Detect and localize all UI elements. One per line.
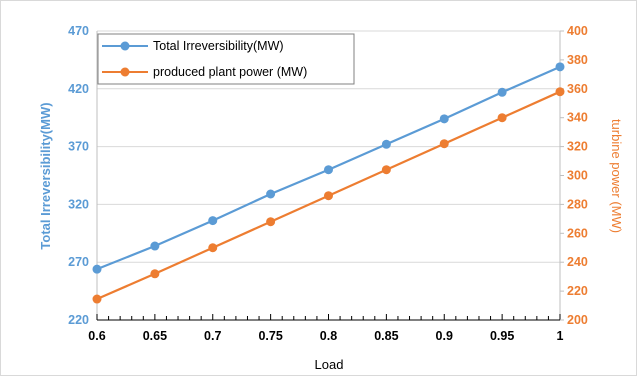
y-right-tick-label: 220 <box>567 284 588 298</box>
y-left-tick-label: 470 <box>68 24 89 38</box>
data-point-series-2 <box>150 269 160 279</box>
x-tick-label: 0.9 <box>436 329 453 343</box>
x-tick-label: 1 <box>557 329 564 343</box>
legend-marker-series-2 <box>120 67 130 77</box>
data-point-series-2 <box>439 139 449 149</box>
data-point-series-1 <box>555 62 565 72</box>
x-tick-label: 0.75 <box>258 329 282 343</box>
y-left-tick-label: 370 <box>68 140 89 154</box>
legend-label-series-2: produced plant power (MW) <box>153 65 307 79</box>
data-point-series-2 <box>266 217 276 227</box>
legend: Total Irreversibility(MW) produced plant… <box>97 33 355 85</box>
data-point-series-1 <box>324 165 333 175</box>
data-point-series-1 <box>381 139 391 149</box>
legend-marker-series-1 <box>120 41 130 51</box>
grid <box>97 30 560 263</box>
x-tick-label: 0.65 <box>143 329 167 343</box>
y-right-tick-label: 340 <box>567 111 588 125</box>
x-tick-label: 0.7 <box>204 329 221 343</box>
series <box>92 62 565 304</box>
data-point-series-2 <box>92 294 102 304</box>
data-point-series-1 <box>92 264 102 274</box>
data-point-series-1 <box>439 114 449 124</box>
data-point-series-1 <box>266 189 276 199</box>
data-point-series-2 <box>381 165 391 175</box>
y-right-tick-label: 300 <box>567 169 588 183</box>
y-left-tick-label: 420 <box>68 82 89 96</box>
y-right-tick-label: 380 <box>567 53 588 67</box>
y-left-tick-label: 270 <box>68 255 89 269</box>
data-point-series-1 <box>208 216 218 226</box>
x-tick-label: 0.6 <box>88 329 105 343</box>
x-tick-label: 0.85 <box>374 329 398 343</box>
data-point-series-2 <box>497 113 507 123</box>
data-point-series-2 <box>208 243 218 253</box>
y-left-tick-label: 220 <box>68 313 89 327</box>
y-right-tick-label: 260 <box>567 226 588 240</box>
x-tick-label: 0.95 <box>490 329 514 343</box>
y-right-tick-label: 200 <box>567 313 588 327</box>
legend-label-series-1: Total Irreversibility(MW) <box>153 39 284 53</box>
y-right-tick-label: 280 <box>567 197 588 211</box>
y-right-tick-label: 360 <box>567 82 588 96</box>
data-point-series-2 <box>555 87 565 97</box>
axes: 0.6 0.65 0.7 0.75 0.8 0.85 0.9 0.95 1 220 270 320 37… <box>68 24 588 343</box>
x-tick-label: 0.8 <box>320 329 337 343</box>
data-point-series-2 <box>324 191 333 201</box>
legend-box <box>97 33 355 85</box>
y-right-tick-label: 320 <box>567 140 588 154</box>
y-axis-left-title: Total Irreversibility(MW) <box>38 102 53 249</box>
y-right-tick-label: 240 <box>567 255 588 269</box>
x-axis-title: Load <box>315 357 344 372</box>
data-point-series-1 <box>150 241 160 251</box>
data-point-series-1 <box>497 87 507 97</box>
y-axis-right-title: turbine power (MW) <box>609 119 624 233</box>
y-left-tick-label: 320 <box>68 197 89 211</box>
y-right-tick-label: 400 <box>567 24 588 38</box>
